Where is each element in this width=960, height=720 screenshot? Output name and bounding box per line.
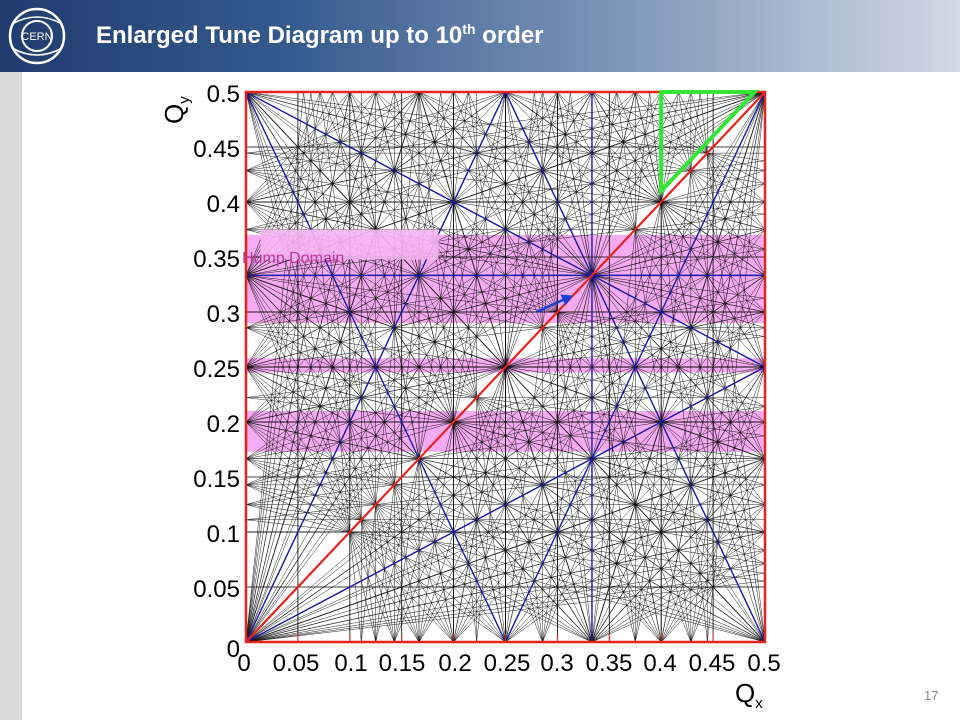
x-tick-label: 0.35 (586, 650, 633, 677)
blue-resonance-line (245, 91, 507, 643)
y-tick-label: 0.1 (207, 521, 240, 548)
y-tick-label: 0.4 (207, 191, 240, 218)
page-number: 17 (924, 688, 939, 703)
x-axis-label: Qx (735, 678, 763, 712)
left-sidebar-strip (0, 72, 22, 720)
green-triangle (659, 90, 760, 197)
diagonal-line (245, 91, 766, 643)
resonance-line (303, 91, 362, 643)
y-tick-label: 0 (227, 636, 240, 663)
x-tick-label: 0.3 (540, 650, 573, 677)
annotation-text: Hump Domain (242, 250, 344, 267)
x-tick-label: 0.5 (747, 650, 780, 677)
resonance-line (635, 91, 766, 276)
y-tick-label: 0.35 (193, 246, 240, 273)
resonance-line (245, 91, 321, 276)
resonance-line (690, 91, 766, 368)
resonance-line (440, 91, 506, 643)
resonance-line (319, 91, 395, 643)
resonance-line (245, 366, 420, 643)
y-axis-label: Qy (159, 96, 193, 124)
resonance-line (591, 504, 766, 643)
blue-resonance-line (245, 366, 766, 643)
x-tick-label: 0.05 (273, 650, 320, 677)
annotation-box (260, 229, 439, 260)
resonance-line (678, 91, 766, 643)
y-tick-label: 0.45 (193, 136, 240, 163)
y-tick-label: 0.2 (207, 411, 240, 438)
resonance-line (616, 91, 692, 643)
resonance-line (310, 91, 376, 643)
x-tick-label: 0.25 (484, 650, 531, 677)
y-tick-label: 0.5 (207, 81, 240, 108)
resonance-line (245, 275, 395, 643)
x-axis-ticks: 0 0.05 0.1 0.15 0.2 0.25 0.3 0.35 0.4 0.45 0.5 (237, 634, 781, 677)
resonance-line (468, 91, 692, 643)
resonance-line (570, 91, 636, 643)
y-tick-label: 0.15 (193, 466, 240, 493)
blue-resonance-line (504, 91, 766, 643)
resonance-line (661, 91, 766, 230)
resonance-line (591, 563, 766, 643)
y-axis-ticks: 0 0.05 0.1 0.15 0.2 0.25 0.3 0.35 0.4 0.45 0.5 (193, 81, 240, 663)
x-tick-label: 0.15 (379, 650, 426, 677)
x-tick-label: 0.4 (643, 650, 676, 677)
resonance-line (245, 91, 420, 171)
y-tick-label: 0.25 (193, 356, 240, 383)
resonance-line (534, 91, 593, 643)
x-tick-label: 0.2 (438, 650, 471, 677)
resonance-line (245, 91, 395, 643)
arrow-shaft (536, 296, 568, 314)
hump-domain-annotation: Hump Domain (242, 229, 439, 267)
resonance-line (591, 91, 766, 368)
blue-resonance-line (245, 91, 766, 368)
slide-title: Enlarged Tune Diagram up to 10th order (96, 21, 544, 49)
highlight-triangle (659, 90, 760, 197)
arrow-marker (536, 294, 573, 314)
cern-logo: CERN (8, 7, 66, 65)
x-tick-label: 0 (237, 650, 250, 677)
x-tick-label: 0.45 (689, 650, 736, 677)
svg-text:CERN: CERN (21, 31, 52, 43)
resonance-line (418, 91, 477, 643)
resonance-line (542, 91, 692, 643)
resonance-line (690, 458, 766, 643)
resonance-line (375, 91, 766, 423)
slide-header: CERN Enlarged Tune Diagram up to 10th or… (0, 0, 960, 72)
y-tick-label: 0.05 (193, 576, 240, 603)
resonance-line (660, 91, 766, 368)
low-order-resonance-lines (245, 91, 766, 643)
arrow-head (560, 294, 573, 306)
resonance-line (245, 91, 376, 643)
y-tick-label: 0.3 (207, 301, 240, 328)
resonance-line (591, 91, 766, 230)
resonance-line (505, 91, 593, 643)
resonance-line (505, 91, 636, 643)
resonance-line (319, 91, 543, 643)
x-tick-label: 0.1 (334, 650, 367, 677)
coupling-diagonal (245, 91, 766, 643)
resonance-line (699, 91, 766, 643)
resonance-line (453, 91, 766, 505)
